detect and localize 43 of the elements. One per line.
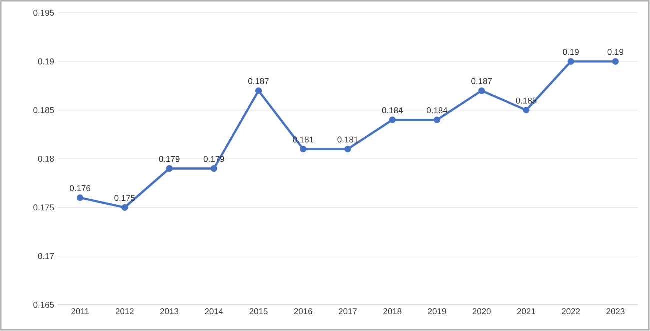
x-tick-label: 2019 bbox=[428, 308, 446, 315]
point bbox=[300, 146, 307, 153]
point bbox=[255, 88, 262, 94]
x-tick-label: 2020 bbox=[472, 308, 491, 315]
y-tick-label: 0.195 bbox=[34, 10, 54, 16]
x-tick-label: 2021 bbox=[517, 308, 536, 315]
x-tick-label: 2014 bbox=[205, 308, 224, 315]
data-label: 0.176 bbox=[70, 185, 91, 192]
y-tick-label: 0.17 bbox=[38, 253, 54, 260]
x-tick-label: 2015 bbox=[250, 308, 268, 315]
data-label: 0.181 bbox=[338, 136, 358, 143]
point bbox=[434, 116, 441, 124]
point bbox=[122, 204, 128, 211]
x-tick-label: 2022 bbox=[562, 308, 580, 315]
data-label: 0.184 bbox=[426, 108, 448, 114]
data-label: 0.179 bbox=[159, 156, 180, 162]
x-tick-label: 2011 bbox=[72, 308, 89, 315]
point bbox=[478, 88, 486, 94]
point bbox=[523, 107, 530, 114]
x-tick-label: 2023 bbox=[606, 308, 625, 315]
y-tick-label: 0.19 bbox=[38, 58, 54, 65]
y-tick-label: 0.165 bbox=[34, 302, 54, 308]
point bbox=[568, 58, 574, 65]
y-tick-label: 0.175 bbox=[34, 204, 54, 211]
point bbox=[166, 165, 173, 172]
x-tick-label: 2016 bbox=[294, 308, 312, 315]
point bbox=[77, 194, 84, 202]
point bbox=[210, 165, 218, 172]
x-tick-label: 2018 bbox=[384, 308, 402, 315]
data-label: 0.19 bbox=[563, 49, 579, 56]
x-tick-label: 2017 bbox=[339, 308, 357, 315]
data-label: 0.184 bbox=[382, 108, 403, 114]
x-tick-label: 2013 bbox=[160, 308, 179, 315]
y-tick-label: 0.18 bbox=[38, 156, 54, 162]
point bbox=[612, 58, 619, 65]
x-tick-label: 2012 bbox=[116, 308, 134, 315]
data-label: 0.187 bbox=[248, 78, 269, 84]
data-label: 0.19 bbox=[608, 49, 624, 56]
point bbox=[389, 116, 396, 124]
data-label: 0.175 bbox=[114, 195, 136, 202]
y-tick-label: 0.185 bbox=[34, 107, 54, 114]
data-label: 0.187 bbox=[472, 78, 492, 84]
point bbox=[344, 146, 352, 153]
